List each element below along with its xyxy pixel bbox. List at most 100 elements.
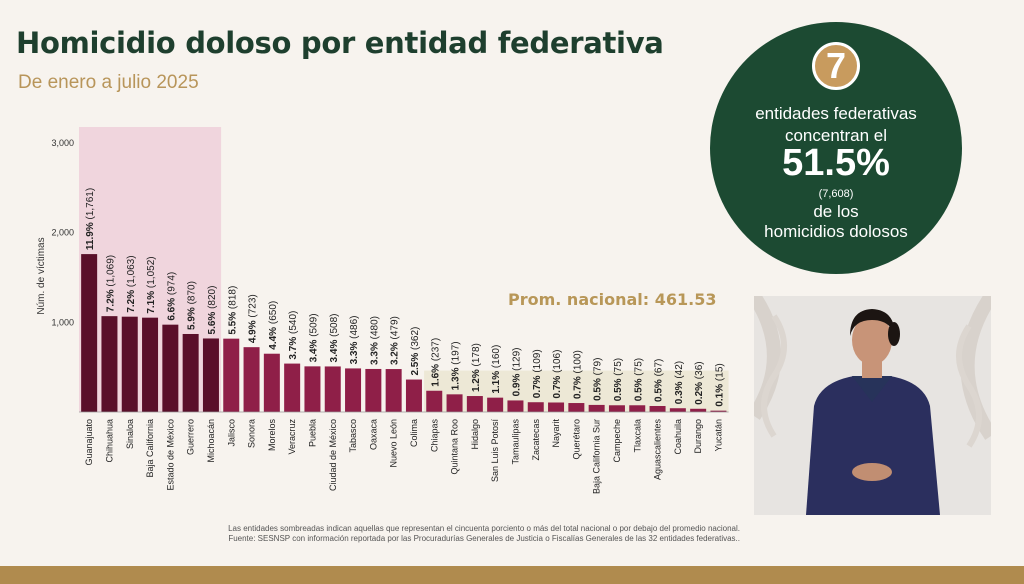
category-label: Guerrero <box>186 419 196 455</box>
national-average-label: Prom. nacional: 461.53 <box>508 290 717 309</box>
category-label: Campeche <box>612 419 622 463</box>
bar-value-label: 3.4% (508) <box>329 314 340 363</box>
bar <box>405 379 422 412</box>
summary-circle: 7 entidades federativas concentran el 51… <box>710 22 962 274</box>
bar <box>243 347 260 412</box>
category-label: Chiapas <box>429 419 439 453</box>
summary-line-2: concentran el <box>784 126 888 145</box>
footer-bar <box>0 566 1024 584</box>
bar <box>101 316 118 412</box>
summary-line-1: entidades federativas <box>755 104 917 123</box>
category-label: Michoacán <box>206 419 216 463</box>
bar <box>81 254 98 412</box>
chart-note-shading: Las entidades sombreadas indican aquella… <box>228 524 740 533</box>
bar <box>345 368 362 412</box>
bar-value-label: 0.3% (42) <box>674 361 685 404</box>
y-axis-label: Núm. de víctimas <box>36 237 47 314</box>
bar-value-label: 3.4% (509) <box>308 313 319 362</box>
summary-percent: 51.5% <box>782 142 890 184</box>
chart-notes: Las entidades sombreadas indican aquella… <box>140 524 740 544</box>
bar <box>669 408 686 412</box>
bar <box>223 338 240 412</box>
category-label: Ciudad de México <box>328 419 338 491</box>
bar <box>527 402 544 412</box>
category-label: Nayarit <box>551 419 561 448</box>
summary-count-badge: 7 <box>812 42 860 90</box>
category-label: Zacatecas <box>531 419 541 461</box>
category-label: Sonora <box>247 419 257 448</box>
category-label: Jalisco <box>226 419 236 447</box>
bar-value-label: 3.7% (540) <box>288 311 299 360</box>
bar <box>608 405 625 412</box>
bar <box>426 390 443 412</box>
category-label: San Luis Potosí <box>490 419 500 483</box>
bar <box>487 397 504 412</box>
category-label: Querétaro <box>571 419 581 460</box>
page-subtitle: De enero a julio 2025 <box>18 72 199 93</box>
page-title: Homicidio doloso por entidad federativa <box>16 26 664 60</box>
category-label: Durango <box>693 419 703 454</box>
bar-value-label: 11.9% (1,761) <box>85 188 96 250</box>
bar <box>182 333 199 412</box>
y-tick-label: 2,000 <box>51 228 74 238</box>
bar-value-label: 4.4% (650) <box>268 301 279 350</box>
bar <box>446 394 463 412</box>
category-label: Baja California Sur <box>592 419 602 494</box>
bar <box>121 316 138 412</box>
category-label: Baja California <box>145 419 155 478</box>
bar-value-label: 0.9% (129) <box>511 347 522 396</box>
bar-value-label: 0.5% (75) <box>613 358 624 401</box>
bar <box>365 368 382 412</box>
bar <box>324 366 341 412</box>
sign-language-interpreter-video <box>754 296 991 515</box>
summary-victims: (7,608) <box>818 188 854 200</box>
bar <box>649 405 666 412</box>
category-label: Chihuahua <box>104 419 114 463</box>
category-label: Oaxaca <box>368 419 378 450</box>
summary-line-3: de los <box>813 202 859 221</box>
y-tick-label: 1,000 <box>51 317 74 327</box>
bar-value-label: 6.6% (974) <box>166 272 177 321</box>
bar <box>690 408 707 412</box>
category-label: Aguascalientes <box>653 419 663 481</box>
category-label: Yucatán <box>713 419 723 452</box>
bar-value-label: 0.2% (36) <box>694 361 705 404</box>
bar-value-label: 7.1% (1,052) <box>146 256 157 313</box>
bar <box>466 396 483 412</box>
bar-value-label: 2.5% (362) <box>410 327 421 376</box>
bar-value-label: 5.5% (818) <box>227 286 238 335</box>
category-label: Estado de México <box>165 419 175 491</box>
category-label: Tamaulipas <box>510 419 520 465</box>
bar-value-label: 5.6% (820) <box>207 286 218 335</box>
bar-value-label: 7.2% (1,063) <box>126 255 137 312</box>
bar <box>385 369 402 412</box>
category-label: Hidalgo <box>470 419 480 450</box>
bar-value-label: 3.2% (479) <box>390 316 401 365</box>
category-label: Guanajuato <box>84 419 94 466</box>
category-label: Morelos <box>267 419 277 452</box>
summary-line-4: homicidios dolosos <box>764 222 908 241</box>
bar-value-label: 5.9% (870) <box>187 281 198 330</box>
category-label: Coahuila <box>673 419 683 455</box>
bar-value-label: 1.2% (178) <box>471 343 482 392</box>
interpreter-figure <box>754 296 991 515</box>
bar <box>568 403 585 412</box>
bar-value-label: 0.7% (100) <box>572 350 583 399</box>
bar <box>588 404 605 412</box>
bar <box>304 366 321 412</box>
bar-value-label: 4.9% (723) <box>248 294 259 343</box>
bar <box>263 353 280 412</box>
bar <box>507 400 524 412</box>
category-label: Tabasco <box>348 419 358 453</box>
bar <box>142 317 159 412</box>
category-label: Nuevo León <box>389 419 399 468</box>
category-label: Tlaxcala <box>632 419 642 453</box>
bar-value-label: 0.7% (106) <box>552 350 563 399</box>
bar <box>162 324 179 412</box>
category-label: Sinaloa <box>125 419 135 449</box>
bar-value-label: 1.1% (160) <box>491 345 502 394</box>
bar <box>629 405 646 412</box>
bar <box>710 410 727 412</box>
bar-value-label: 0.7% (109) <box>532 349 543 398</box>
